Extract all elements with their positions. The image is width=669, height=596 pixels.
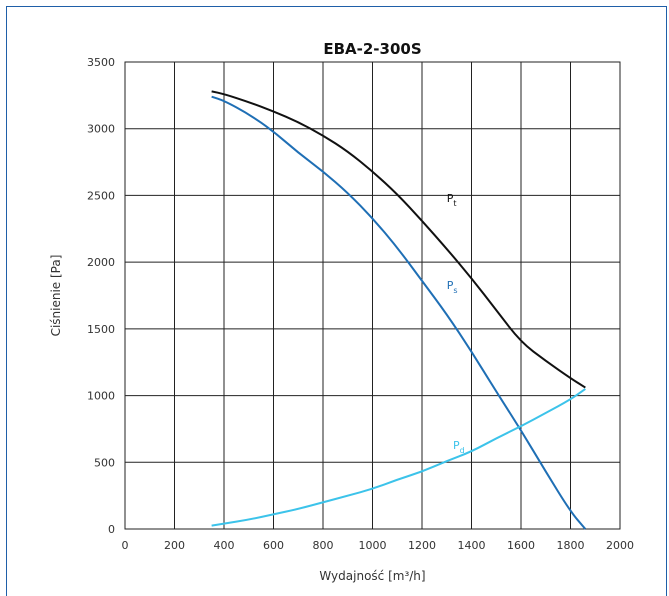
y-tick-label: 2000 bbox=[87, 256, 115, 269]
y-tick-label: 500 bbox=[94, 456, 115, 469]
y-tick-label: 0 bbox=[108, 523, 115, 536]
y-tick-label: 1500 bbox=[87, 323, 115, 336]
x-tick-label: 600 bbox=[263, 539, 284, 552]
x-tick-label: 400 bbox=[214, 539, 235, 552]
x-tick-label: 1000 bbox=[359, 539, 387, 552]
x-tick-label: 1400 bbox=[458, 539, 486, 552]
series-lines bbox=[211, 90, 587, 530]
series-line-pd bbox=[211, 388, 586, 527]
x-axis-label: Wydajność [m³/h] bbox=[319, 569, 425, 583]
series-label-pd: Pd bbox=[453, 439, 465, 455]
series-line-ps bbox=[211, 95, 587, 530]
chart-frame bbox=[6, 6, 667, 596]
series-line-pt bbox=[211, 90, 586, 389]
x-tick-label: 200 bbox=[164, 539, 185, 552]
x-tick-label: 1600 bbox=[507, 539, 535, 552]
x-tick-label: 1200 bbox=[408, 539, 436, 552]
series-label-pt: Pt bbox=[447, 192, 457, 208]
x-tick-label: 800 bbox=[313, 539, 334, 552]
y-tick-label: 1000 bbox=[87, 390, 115, 403]
x-tick-label: 2000 bbox=[606, 539, 634, 552]
y-axis-label: Ciśnienie [Pa] bbox=[49, 255, 63, 337]
grid bbox=[124, 61, 621, 530]
chart-title: EBA-2-300S bbox=[323, 40, 421, 58]
series-labels: Pt Ps Pd bbox=[447, 192, 465, 455]
y-tick-label: 3500 bbox=[87, 56, 115, 69]
x-tick-labels: 0 200 400 600 800 1000 1200 1400 1600 1800 2000 bbox=[122, 539, 635, 552]
y-tick-label: 2500 bbox=[87, 189, 115, 202]
y-tick-label: 3000 bbox=[87, 123, 115, 136]
y-tick-labels: 0 500 1000 1500 2000 2500 3000 3500 bbox=[87, 56, 115, 536]
x-tick-label: 1800 bbox=[557, 539, 585, 552]
series-label-ps: Ps bbox=[447, 279, 458, 295]
x-tick-label: 0 bbox=[122, 539, 129, 552]
